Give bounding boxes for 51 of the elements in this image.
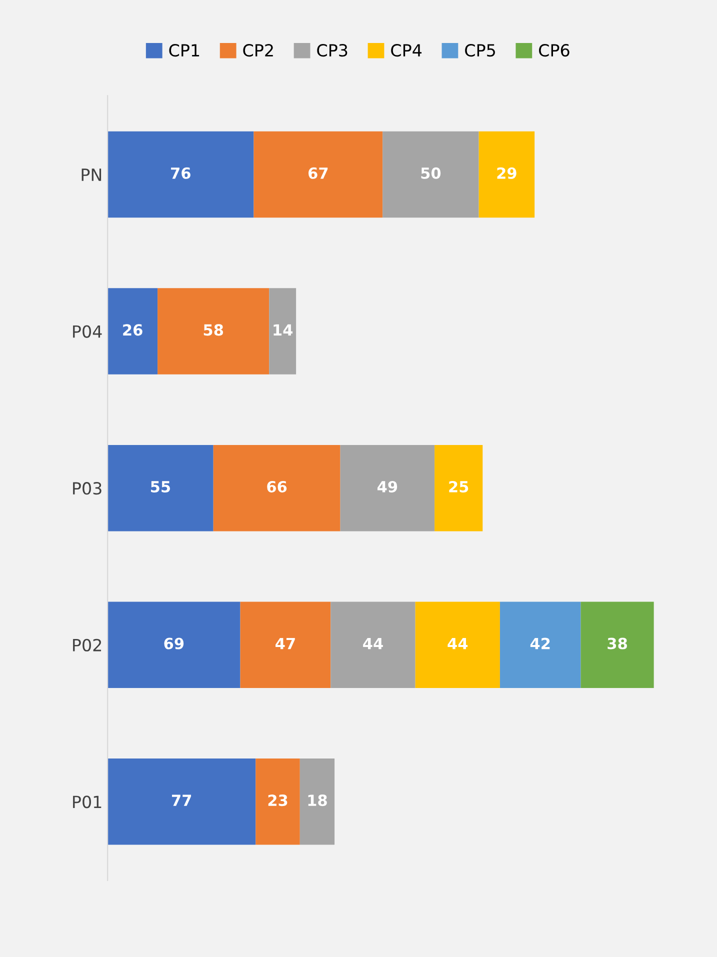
data-label: 26 [123,324,142,336]
data-label: 29 [497,167,516,179]
data-label: 66 [267,480,287,493]
legend-label: CP3 [317,44,348,57]
bar [108,602,240,688]
bar [500,602,581,688]
data-label: 49 [377,480,398,493]
y-tick-label: P03 [73,482,102,495]
data-label: 76 [171,167,190,179]
y-tick-label: P04 [73,325,102,338]
data-label: 47 [276,638,295,650]
data-label: 67 [308,167,328,179]
bar [330,602,416,688]
y-tick-label: P01 [73,796,102,808]
bar [108,288,158,374]
data-label: 44 [448,638,468,650]
y-tick-label: P02 [73,638,102,652]
legend-label: CP6 [539,44,570,57]
bar [269,288,296,374]
legend-label: CP5 [465,44,495,57]
bar [300,758,335,845]
bar [158,288,270,374]
data-label: 77 [172,794,192,806]
legend-label: CP2 [243,44,273,57]
data-label: 55 [150,481,170,493]
data-label: 38 [608,638,627,650]
bar [108,444,214,532]
legend-label: CP1 [169,44,200,57]
bar [108,758,256,845]
bar [256,758,300,845]
bar [382,131,479,218]
bar [434,444,483,532]
data-label: 58 [204,324,224,336]
data-label: 23 [268,794,288,806]
data-label: 50 [421,167,441,179]
bar [240,602,331,688]
bar [340,444,435,532]
data-label: 44 [363,638,383,650]
data-label: 69 [164,638,184,650]
y-tick-label: PN [82,168,102,181]
bar [478,131,535,218]
data-label: 18 [308,794,327,806]
data-label: 42 [530,638,550,650]
bar [108,131,254,218]
legend-label: CP4 [391,44,422,57]
bar [213,444,340,532]
data-label: 14 [274,324,293,336]
bar [580,602,654,688]
bar [415,602,500,688]
data-label: 25 [449,480,468,493]
bar [254,131,383,218]
